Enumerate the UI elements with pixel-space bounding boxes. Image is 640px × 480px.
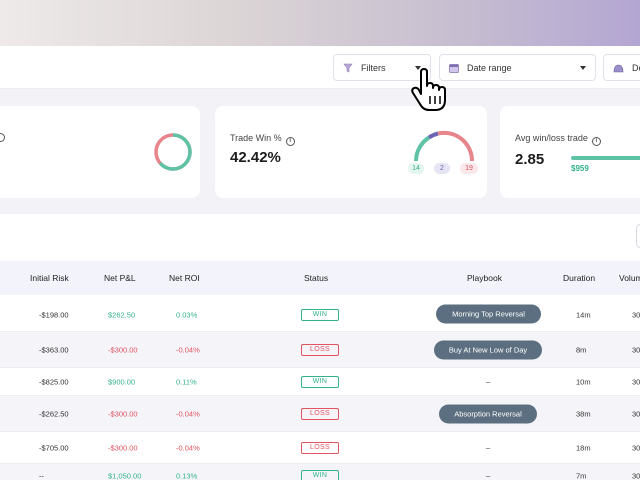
cell-playbook-empty: – [486, 471, 491, 480]
col-status[interactable]: Status [304, 273, 329, 283]
cell-net-pnl: $900.00 [108, 377, 136, 387]
cell-net-pnl: -$300.00 [108, 409, 138, 419]
cell-duration: 7m [576, 471, 587, 480]
stat-card-pnl [0, 106, 200, 198]
win-rate-ring [154, 133, 192, 171]
table-row[interactable]: -$363.00 -$300.00 -0.04% 8m 30 LOSS Buy At New… [0, 332, 640, 368]
info-icon: i [285, 137, 295, 146]
cell-net-pnl: -$300.00 [108, 345, 138, 355]
filter-icon [343, 63, 353, 72]
cell-initial-risk: -$198.00 [39, 310, 69, 320]
avg-win-bar [571, 156, 640, 160]
calendar-icon [449, 63, 459, 73]
cell-volume: 30 [632, 409, 640, 419]
cell-net-roi: 0.13% [176, 471, 198, 480]
cell-playbook-empty: – [486, 443, 491, 453]
status-badge: WIN [301, 376, 339, 388]
status-badge: WIN [301, 309, 339, 321]
cell-playbook-empty: – [486, 377, 491, 387]
status-badge: LOSS [301, 344, 339, 356]
cell-net-pnl: -$300.00 [108, 443, 138, 453]
col-volume[interactable]: Volum [619, 273, 640, 283]
info-icon: i [591, 137, 601, 146]
losses-count: 19 [460, 163, 478, 174]
filters-button[interactable]: Filters [333, 54, 431, 81]
playbook-tag[interactable]: Absorption Reversal [439, 404, 537, 424]
cell-volume: 30 [632, 345, 640, 355]
cell-duration: 38m [576, 409, 591, 419]
hand-pointer-icon [411, 68, 446, 111]
cell-volume: 30 [632, 377, 640, 387]
col-duration[interactable]: Duration [563, 273, 596, 283]
cell-duration: 8m [576, 345, 587, 355]
table-toolbar [0, 214, 640, 261]
cell-duration: 10m [576, 377, 591, 387]
cell-initial-risk: -$262.50 [39, 409, 69, 419]
status-badge: WIN [301, 470, 339, 480]
trade-win-title: Trade Win % i [230, 133, 295, 146]
status-badge: LOSS [301, 442, 339, 454]
stat-card-avg-win-loss: Avg win/loss trade i 2.85 $959 [500, 106, 640, 198]
cell-duration: 14m [576, 310, 591, 320]
filters-label: Filters [361, 62, 386, 73]
avg-win-loss-value: 2.85 [515, 151, 545, 168]
table-row[interactable]: -- $1,050.00 0.13% 7m 30 WIN – [0, 464, 640, 480]
date-range-label: Date range [467, 62, 512, 73]
cell-initial-risk: -$825.00 [39, 377, 69, 387]
trade-win-gauge [414, 130, 475, 162]
playbook-tag[interactable]: Morning Top Reversal [436, 304, 541, 324]
account-label: Den [632, 62, 640, 73]
chevron-down-icon [580, 66, 586, 70]
hero-banner [0, 0, 640, 46]
cell-volume: 30 [632, 443, 640, 453]
table-row[interactable]: -$198.00 $262.50 0.03% 14m 30 WIN Morning Top … [0, 295, 640, 332]
cell-initial-risk: -$705.00 [39, 443, 69, 453]
status-badge: LOSS [301, 408, 339, 420]
col-net-pnl[interactable]: Net P&L [104, 273, 136, 283]
cell-net-roi: 0.11% [176, 377, 197, 387]
col-net-roi[interactable]: Net ROI [169, 273, 200, 283]
info-icon [0, 133, 5, 142]
avg-win-amount: $959 [571, 164, 589, 173]
breakeven-count: 2 [434, 163, 450, 174]
trade-win-value: 42.42% [230, 149, 281, 166]
cell-net-roi: 0.03% [176, 310, 198, 320]
table-row[interactable]: -$705.00 -$300.00 -0.04% 18m 30 LOSS – [0, 432, 640, 464]
table-settings-button[interactable] [636, 224, 640, 248]
cell-initial-risk: -- [39, 471, 44, 480]
table-header: Initial Risk Net P&L Net ROI Status Play… [0, 261, 640, 295]
table-row[interactable]: -$825.00 $900.00 0.11% 10m 30 WIN – [0, 368, 640, 396]
cell-initial-risk: -$363.00 [39, 345, 69, 355]
trade-win-label: Trade Win % [230, 133, 282, 143]
cell-net-pnl: $262.50 [108, 310, 136, 320]
cell-net-roi: -0.04% [176, 345, 200, 355]
cell-net-pnl: $1,050.00 [108, 471, 142, 480]
col-initial-risk[interactable]: Initial Risk [30, 273, 69, 283]
cell-net-roi: -0.04% [176, 443, 200, 453]
playbook-tag[interactable]: Buy At New Low of Day [434, 340, 542, 360]
stat-card-trade-win: Trade Win % i 42.42% [215, 106, 487, 198]
avg-win-loss-label: Avg win/loss trade [515, 133, 588, 143]
date-range-select[interactable]: Date range [439, 54, 596, 81]
table-row[interactable]: -$262.50 -$300.00 -0.04% 38m 30 LOSS Absorptio… [0, 396, 640, 432]
wins-count: 14 [408, 163, 424, 174]
stats-cards: Trade Win % i 42.42% Avg win/loss trade i … [0, 89, 640, 214]
cell-duration: 18m [576, 443, 591, 453]
chevron-down-icon [415, 66, 421, 70]
account-select[interactable]: Den [603, 54, 640, 81]
avg-win-loss-title: Avg win/loss trade i [515, 133, 601, 146]
account-icon [613, 64, 624, 72]
cell-net-roi: -0.04% [176, 409, 200, 419]
cell-volume: 30 [632, 471, 640, 480]
toolbar: Filters Date range Den [0, 46, 640, 89]
cell-volume: 30 [632, 310, 640, 320]
col-playbook[interactable]: Playbook [467, 273, 502, 283]
